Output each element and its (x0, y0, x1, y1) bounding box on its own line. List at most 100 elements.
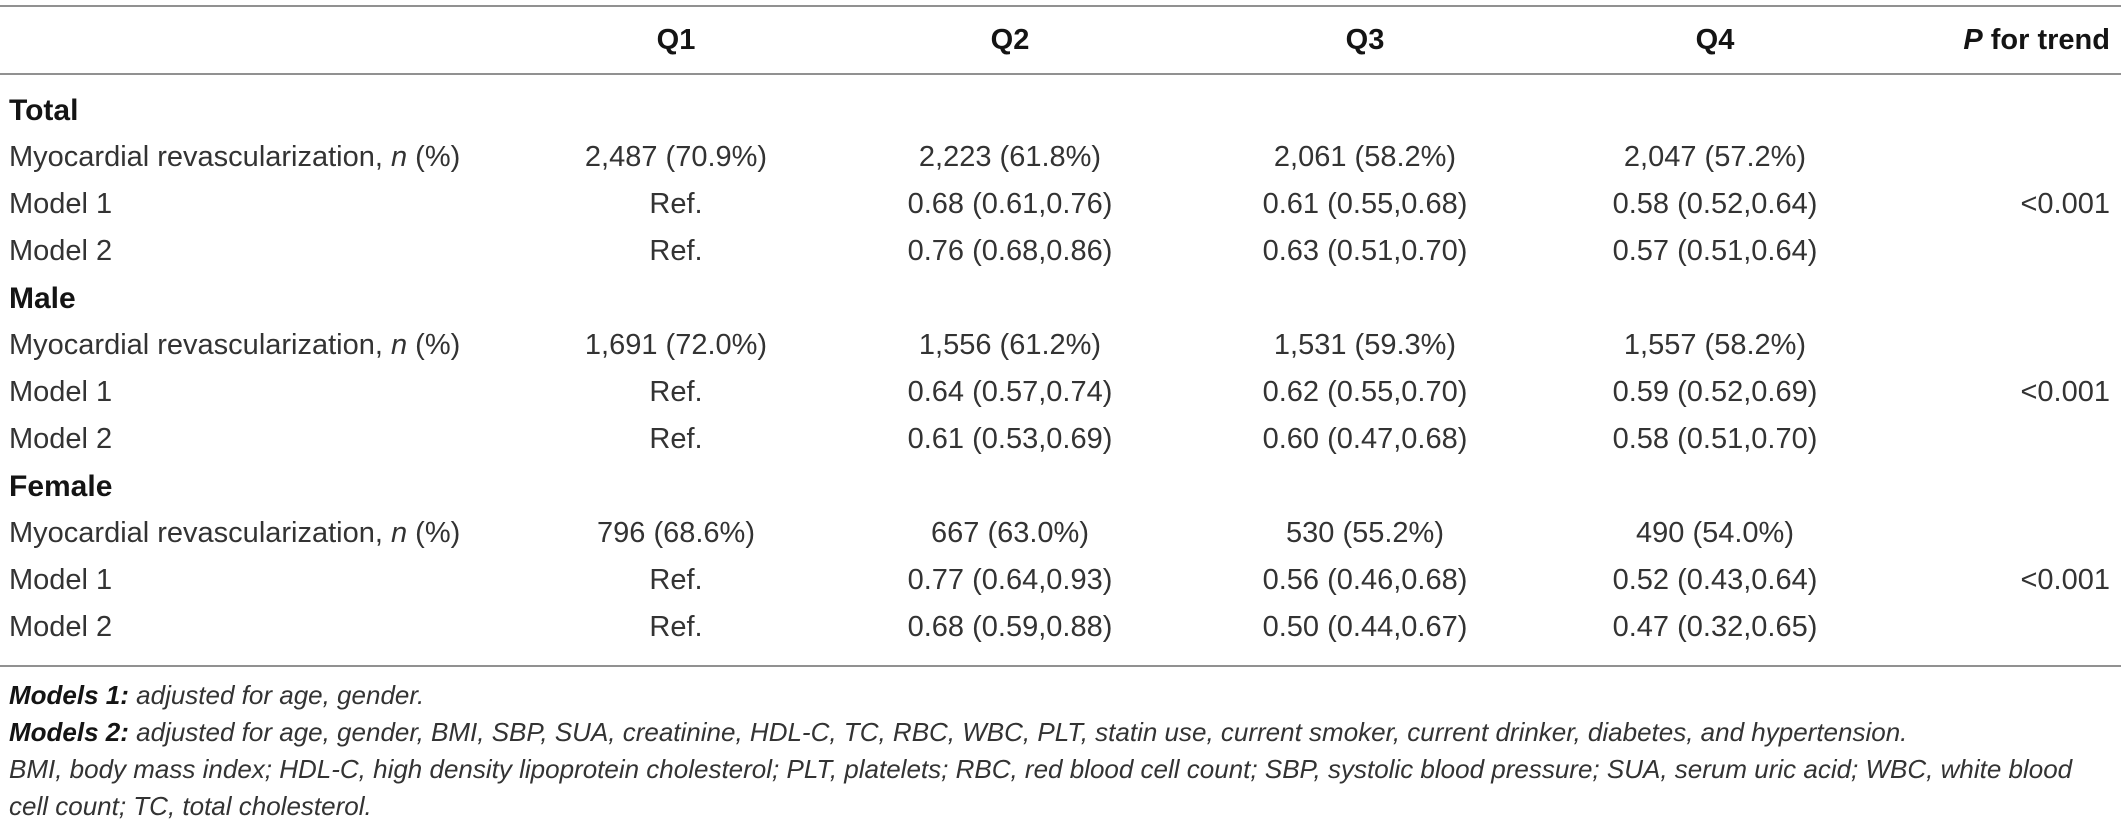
row-label: Model 2 (0, 613, 512, 642)
row-label: Myocardial revascularization, n (%) (0, 331, 512, 360)
table-row: Model 2 Ref. 0.68 (0.59,0.88) 0.50 (0.44… (0, 604, 2121, 651)
cell-q3: 0.56 (0.46,0.68) (1262, 564, 1468, 596)
row-label-text: Model 1 (9, 188, 113, 220)
cell-q1: Ref. (649, 235, 703, 267)
cell-p-for-trend: <0.001 (2020, 188, 2110, 220)
section-header-row-male: Male (0, 275, 2121, 322)
cell-q2: 0.76 (0.68,0.86) (907, 235, 1113, 267)
cell-q4: 0.52 (0.43,0.64) (1612, 564, 1818, 596)
section-header-row-total: Total (0, 87, 2121, 134)
section-title: Total (9, 93, 79, 127)
cell-q3: 0.50 (0.44,0.67) (1262, 611, 1468, 643)
row-label-text: Myocardial revascularization, (9, 329, 391, 361)
row-label: Model 2 (0, 425, 512, 454)
cell-q4: 0.58 (0.52,0.64) (1612, 188, 1818, 220)
table-body: Total Myocardial revascularization, n (%… (0, 75, 2121, 665)
table-row: Model 2 Ref. 0.76 (0.68,0.86) 0.63 (0.51… (0, 228, 2121, 275)
row-label: Model 1 (0, 190, 512, 219)
cell-q2: 0.61 (0.53,0.69) (907, 423, 1113, 455)
footnote-models-1-label: Models 1: (9, 680, 129, 710)
cell-q1: Ref. (649, 376, 703, 408)
cell-q2: 0.77 (0.64,0.93) (907, 564, 1113, 596)
section-title: Male (9, 281, 76, 315)
footnote-abbreviations-text: BMI, body mass index; HDL-C, high densit… (9, 754, 2073, 821)
footnote-models-1: Models 1: adjusted for age, gender. (9, 677, 2114, 714)
cell-q2: 0.64 (0.57,0.74) (907, 376, 1113, 408)
row-label-text: Model 2 (9, 611, 113, 643)
cell-q3: 0.60 (0.47,0.68) (1262, 423, 1468, 455)
cell-q3: 0.62 (0.55,0.70) (1262, 376, 1468, 408)
cell-q3: 530 (55.2%) (1286, 517, 1444, 549)
cell-q4: 0.57 (0.51,0.64) (1612, 235, 1818, 267)
row-label: Myocardial revascularization, n (%) (0, 519, 512, 548)
cell-q4: 490 (54.0%) (1636, 517, 1794, 549)
header-p-for-trend: P for trend (1880, 23, 2121, 56)
cell-q2: 1,556 (61.2%) (918, 329, 1102, 361)
row-label: Myocardial revascularization, n (%) (0, 143, 512, 172)
cell-q1: 2,487 (70.9%) (584, 141, 768, 173)
cell-q2: 667 (63.0%) (931, 517, 1089, 549)
top-rule (0, 5, 2121, 7)
row-label-suffix: (%) (407, 141, 461, 173)
table-row: Model 1 Ref. 0.77 (0.64,0.93) 0.56 (0.46… (0, 557, 2121, 604)
cell-q4: 0.59 (0.52,0.69) (1612, 376, 1818, 408)
row-label-italic: n (390, 141, 408, 173)
cell-q3: 2,061 (58.2%) (1273, 141, 1457, 173)
row-label-suffix: (%) (407, 329, 461, 361)
footnote-models-2: Models 2: adjusted for age, gender, BMI,… (9, 714, 2114, 751)
cell-q1: 1,691 (72.0%) (584, 329, 768, 361)
header-q2: Q2 (990, 23, 1030, 56)
row-label-text: Model 2 (9, 423, 113, 455)
footnotes: Models 1: adjusted for age, gender. Mode… (0, 667, 2114, 825)
row-label-text: Model 1 (9, 564, 113, 596)
cell-q3: 1,531 (59.3%) (1273, 329, 1457, 361)
row-label: Model 1 (0, 566, 512, 595)
row-label-text: Model 2 (9, 235, 113, 267)
cell-q2: 0.68 (0.61,0.76) (907, 188, 1113, 220)
header-q4: Q4 (1695, 23, 1735, 56)
cell-q2: 0.68 (0.59,0.88) (907, 611, 1113, 643)
cell-q1: 796 (68.6%) (597, 517, 755, 549)
header-p-italic: P (1963, 23, 1983, 56)
cell-q4: 1,557 (58.2%) (1623, 329, 1807, 361)
row-label-suffix: (%) (407, 517, 461, 549)
cell-q1: Ref. (649, 423, 703, 455)
table-row: Model 1 Ref. 0.64 (0.57,0.74) 0.62 (0.55… (0, 369, 2121, 416)
header-p-text: for trend (1982, 23, 2110, 56)
cell-p-for-trend: <0.001 (2020, 564, 2110, 596)
footnote-abbreviations: BMI, body mass index; HDL-C, high densit… (9, 751, 2114, 825)
section-title: Female (9, 469, 113, 503)
cell-q4: 2,047 (57.2%) (1623, 141, 1807, 173)
table-row: Model 2 Ref. 0.61 (0.53,0.69) 0.60 (0.47… (0, 416, 2121, 463)
header-rule (0, 73, 2121, 75)
table-row: Myocardial revascularization, n (%) 796 … (0, 510, 2121, 557)
section-header-row-female: Female (0, 463, 2121, 510)
cell-q3: 0.61 (0.55,0.68) (1262, 188, 1468, 220)
footnote-models-2-label: Models 2: (9, 717, 129, 747)
table-row: Myocardial revascularization, n (%) 2,48… (0, 134, 2121, 181)
row-label-text: Myocardial revascularization, (9, 141, 391, 173)
row-label-italic: n (390, 517, 408, 549)
cell-q1: Ref. (649, 611, 703, 643)
header-q3: Q3 (1345, 23, 1385, 56)
footnote-models-1-text: adjusted for age, gender. (128, 680, 425, 710)
cell-q4: 0.47 (0.32,0.65) (1612, 611, 1818, 643)
cell-p-for-trend: <0.001 (2020, 376, 2110, 408)
footnote-models-2-text: adjusted for age, gender, BMI, SBP, SUA,… (128, 717, 1908, 747)
cell-q3: 0.63 (0.51,0.70) (1262, 235, 1468, 267)
row-label: Model 2 (0, 237, 512, 266)
table-header-row: Q1 Q2 Q3 Q4 P for trend (0, 7, 2121, 73)
header-q1: Q1 (656, 23, 696, 56)
cell-q1: Ref. (649, 564, 703, 596)
row-label-italic: n (390, 329, 408, 361)
table-row: Model 1 Ref. 0.68 (0.61,0.76) 0.61 (0.55… (0, 181, 2121, 228)
cell-q2: 2,223 (61.8%) (918, 141, 1102, 173)
table-row: Myocardial revascularization, n (%) 1,69… (0, 322, 2121, 369)
row-label-text: Myocardial revascularization, (9, 517, 391, 549)
row-label: Model 1 (0, 378, 512, 407)
footer-rule (0, 665, 2121, 667)
row-label-text: Model 1 (9, 376, 113, 408)
cell-q1: Ref. (649, 188, 703, 220)
cell-q4: 0.58 (0.51,0.70) (1612, 423, 1818, 455)
